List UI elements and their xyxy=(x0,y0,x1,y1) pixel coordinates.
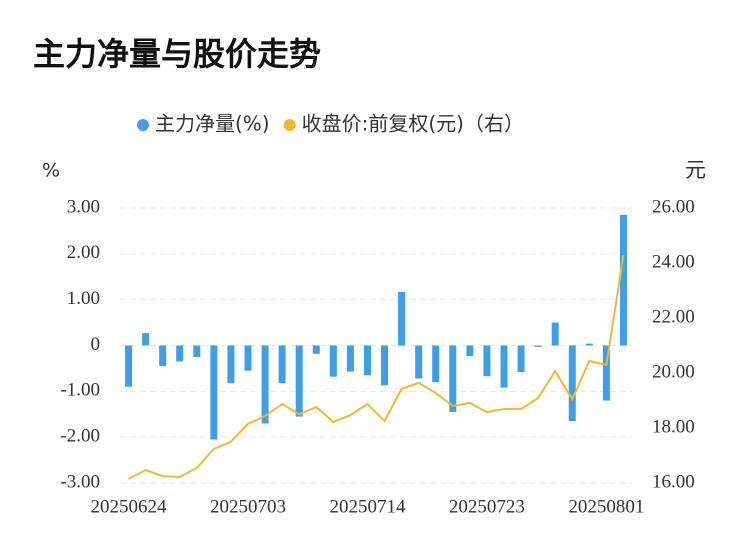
bar xyxy=(551,322,559,346)
bar xyxy=(244,345,252,371)
bar xyxy=(312,345,320,354)
bar xyxy=(534,345,542,347)
bar xyxy=(602,345,610,401)
bar xyxy=(176,345,184,362)
bar xyxy=(432,345,440,383)
y-tick-label: 0 xyxy=(91,334,101,355)
bar xyxy=(363,345,371,376)
bar xyxy=(142,333,150,346)
bar xyxy=(415,345,423,379)
bar xyxy=(483,345,491,377)
y-tick-label: 2.00 xyxy=(67,242,100,263)
bar xyxy=(585,343,593,346)
y-tick-label: -2.00 xyxy=(60,426,100,447)
x-tick-label: 20250703 xyxy=(210,496,286,517)
bar xyxy=(517,345,525,373)
legend-label: 收盘价:前复权(元)（右） xyxy=(302,112,524,136)
y2-tick-label: 26.00 xyxy=(652,196,695,217)
y2-tick-label: 22.00 xyxy=(652,306,695,327)
bar xyxy=(346,345,354,372)
bar xyxy=(398,291,406,346)
y2-tick-label: 18.00 xyxy=(652,416,695,437)
bar xyxy=(193,345,201,357)
y2-tick-label: 16.00 xyxy=(652,471,695,492)
bar xyxy=(261,345,269,424)
x-tick-label: 20250624 xyxy=(91,496,168,517)
bar xyxy=(449,345,457,412)
price-line xyxy=(128,254,625,480)
x-tick-label: 20250801 xyxy=(568,496,644,517)
bar xyxy=(568,345,576,422)
bar xyxy=(227,345,235,384)
bar xyxy=(500,345,508,388)
bar xyxy=(381,345,389,386)
y2-tick-label: 24.00 xyxy=(652,251,695,272)
chart-title: 主力净量与股价走势 xyxy=(33,35,321,73)
y-tick-label: -3.00 xyxy=(60,471,100,492)
x-tick-label: 20250723 xyxy=(449,496,525,517)
y-tick-label: -1.00 xyxy=(60,380,100,401)
bar xyxy=(278,345,286,384)
bar xyxy=(329,345,337,377)
bar xyxy=(466,345,474,357)
bar xyxy=(295,345,303,417)
x-tick-label: 20250714 xyxy=(329,496,406,517)
bar xyxy=(210,345,218,440)
legend-marker xyxy=(283,119,296,131)
y-tick-label: 3.00 xyxy=(67,196,100,217)
bar xyxy=(619,214,627,346)
legend-label: 主力净量(%) xyxy=(155,112,270,136)
y-axis-label: % xyxy=(42,160,60,182)
legend-marker xyxy=(137,119,149,131)
bar xyxy=(159,345,167,367)
y2-tick-label: 20.00 xyxy=(652,361,695,382)
bar xyxy=(125,345,133,387)
y2-axis-label: 元 xyxy=(685,158,706,182)
y-tick-label: 1.00 xyxy=(67,288,100,309)
